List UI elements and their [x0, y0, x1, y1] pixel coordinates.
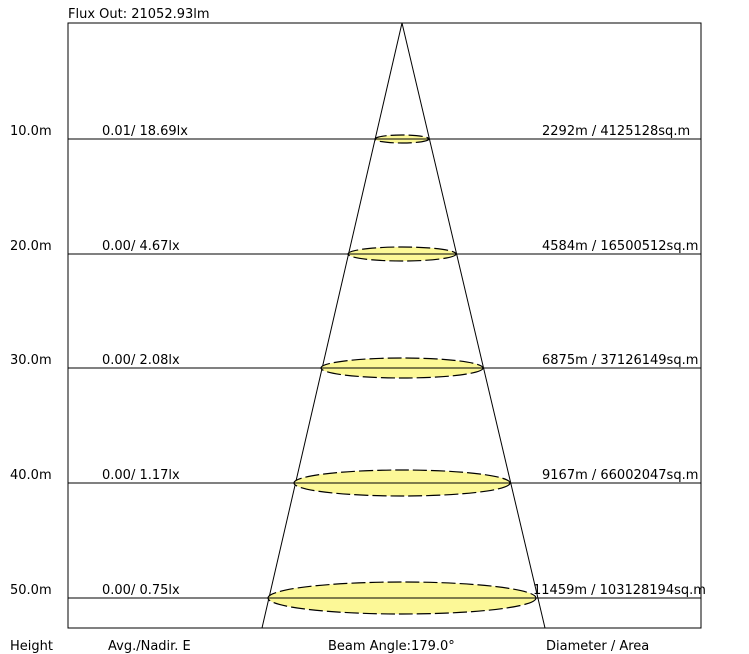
level-illuminance-label: 0.01/ 18.69lx	[102, 124, 188, 139]
level-height-label: 30.0m	[10, 353, 52, 368]
level-diameter-area-label: 2292m / 4125128sq.m	[542, 124, 690, 139]
footer-beam-angle-label: Beam Angle:179.0°	[328, 639, 455, 654]
diagram-frame	[67, 22, 702, 629]
level-illuminance-label: 0.00/ 1.17lx	[102, 468, 180, 483]
level-illuminance-label: 0.00/ 2.08lx	[102, 353, 180, 368]
footer-height-label: Height	[10, 639, 53, 654]
level-height-label: 40.0m	[10, 468, 52, 483]
cone-left-edge	[261, 22, 403, 629]
level-diameter-area-label: 6875m / 37126149sq.m	[542, 353, 698, 368]
cone-right-edge	[401, 22, 546, 629]
level-height-label: 50.0m	[10, 583, 52, 598]
level-diameter-area-label: 4584m / 16500512sq.m	[542, 239, 698, 254]
levels-group: 10.0m 0.01/ 18.69lx 2292m / 4125128sq.m 20.…	[10, 124, 706, 615]
level-height-label: 10.0m	[10, 124, 52, 139]
flux-out-label: Flux Out: 21052.93lm	[68, 7, 210, 22]
level-diameter-area-label: 9167m / 66002047sq.m	[542, 468, 698, 483]
footer-diameter-area-label: Diameter / Area	[546, 639, 649, 654]
level-diameter-area-label: 11459m / 103128194sq.m	[533, 583, 706, 598]
level-illuminance-label: 0.00/ 4.67lx	[102, 239, 180, 254]
level-height-label: 20.0m	[10, 239, 52, 254]
level-illuminance-label: 0.00/ 0.75lx	[102, 583, 180, 598]
footer-avg-nadir-label: Avg./Nadir. E	[108, 639, 191, 654]
